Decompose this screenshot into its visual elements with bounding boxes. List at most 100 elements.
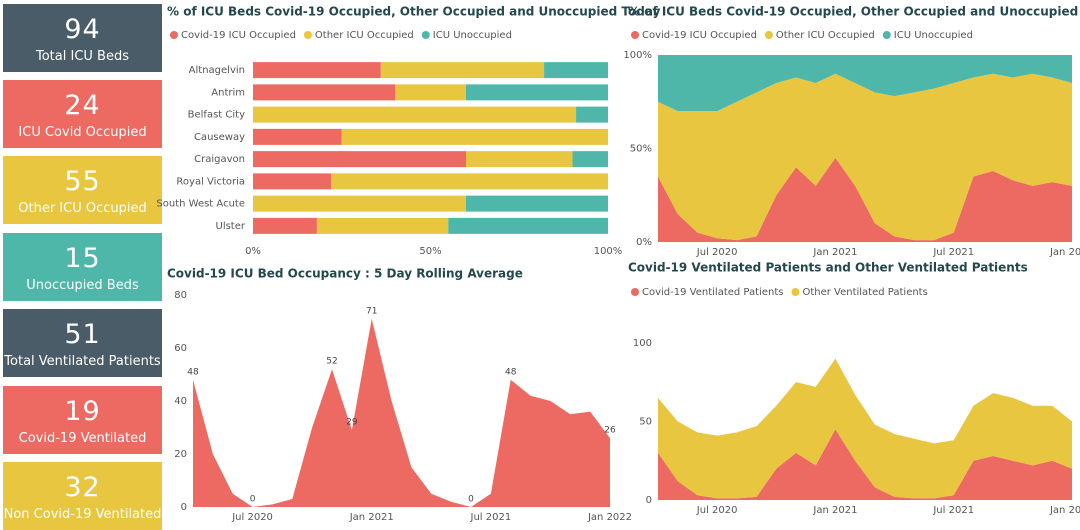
- area: [193, 318, 610, 507]
- kpi-card: 19 Covid-19 Ventilated: [3, 386, 162, 454]
- bar-segment: [466, 84, 608, 101]
- x-tick-label: 100%: [594, 246, 623, 257]
- bar-segment: [253, 62, 381, 79]
- legend-marker: [882, 31, 891, 39]
- x-tick-label: Jul 2021: [470, 512, 512, 523]
- legend-marker: [791, 288, 800, 296]
- x-tick-label: Jan 2022: [587, 512, 632, 523]
- x-tick-label: Jan 2021: [349, 512, 394, 523]
- chart-title: % of ICU Beds Covid-19 Occupied, Other O…: [167, 5, 661, 19]
- kpi-label: Total Ventilated Patients: [4, 354, 161, 369]
- kpi-card: 51 Total Ventilated Patients: [3, 309, 162, 377]
- y-tick-label: 0: [646, 495, 652, 506]
- y-tick-label: Ulster: [216, 221, 246, 232]
- data-label: 48: [505, 367, 517, 377]
- kpi-card: 32 Non Covid-19 Ventilated: [3, 462, 162, 530]
- legend-marker: [631, 288, 639, 296]
- area: [658, 73, 1072, 241]
- area: [658, 358, 1072, 499]
- y-tick-label: 60: [174, 343, 187, 354]
- kpi-label: Covid-19 Ventilated: [18, 431, 147, 446]
- y-tick-label: Belfast City: [188, 110, 245, 121]
- y-tick-label: 0%: [636, 237, 652, 248]
- chart-title: Covid-19 Ventilated Patients and Other V…: [628, 261, 1028, 275]
- bar-segment: [466, 195, 608, 212]
- kpi-value: 94: [64, 14, 101, 45]
- y-tick-label: Causeway: [194, 132, 245, 143]
- data-label: 52: [326, 357, 337, 367]
- y-tick-label: 20: [174, 449, 187, 460]
- kpi-value: 24: [64, 90, 101, 121]
- y-tick-label: 40: [174, 396, 187, 407]
- bar-segment: [466, 151, 573, 168]
- bar-segment: [316, 217, 449, 234]
- legend-label: Covid-19 ICU Occupied: [642, 30, 757, 41]
- y-tick-label: 0: [181, 502, 187, 513]
- chart-title: % of ICU Beds Covid-19 Occupied, Other O…: [628, 5, 1078, 19]
- chart-title: Covid-19 ICU Bed Occupancy : 5 Day Rolli…: [167, 267, 523, 281]
- bar-segment: [253, 173, 332, 190]
- bar-segment: [253, 128, 342, 145]
- kpi-value: 15: [64, 243, 101, 274]
- kpi-label: Total ICU Beds: [36, 49, 129, 64]
- legend-label: ICU Unoccupied: [433, 30, 512, 41]
- area: [658, 429, 1072, 500]
- bar-segment: [253, 195, 466, 212]
- bar-segment: [253, 217, 317, 234]
- data-label: 0: [250, 495, 256, 505]
- bar-segment: [544, 62, 608, 79]
- area: [658, 55, 1072, 112]
- y-tick-label: Altnagelvin: [189, 65, 245, 76]
- x-tick-label: Jan 2021: [812, 247, 857, 258]
- y-tick-label: South West Acute: [156, 199, 245, 210]
- bar-segment: [576, 106, 608, 123]
- x-tick-label: Jan 2022: [1049, 505, 1080, 516]
- kpi-value: 51: [64, 319, 101, 350]
- y-tick-label: 100%: [623, 50, 652, 61]
- legend-label: Other ICU Occupied: [776, 30, 875, 41]
- x-tick-label: Jul 2020: [696, 247, 738, 258]
- legend-marker: [421, 31, 430, 39]
- legend-marker: [303, 31, 312, 39]
- data-label: 29: [346, 418, 358, 428]
- area: [658, 157, 1072, 242]
- x-tick-label: 50%: [419, 246, 441, 257]
- kpi-card: 55 Other ICU Occupied: [3, 156, 162, 224]
- x-tick-label: Jul 2021: [932, 247, 974, 258]
- kpi-value: 19: [64, 396, 101, 427]
- bar-segment: [253, 106, 577, 123]
- kpi-value: 55: [64, 166, 101, 197]
- bar-segment: [448, 217, 608, 234]
- y-tick-label: 50%: [630, 144, 652, 155]
- x-tick-label: 0%: [245, 246, 261, 257]
- bar-segment: [341, 128, 608, 145]
- bar-segment: [572, 151, 608, 168]
- kpi-label: Unoccupied Beds: [26, 278, 139, 293]
- legend-marker: [631, 31, 639, 39]
- x-tick-label: Jul 2020: [231, 512, 273, 523]
- kpi-label: ICU Covid Occupied: [18, 125, 147, 140]
- bar-segment: [253, 84, 395, 101]
- kpi-card: 15 Unoccupied Beds: [3, 233, 162, 301]
- data-label: 26: [604, 426, 616, 436]
- legend-label: Covid-19 Ventilated Patients: [642, 287, 783, 298]
- y-tick-label: Antrim: [211, 87, 245, 98]
- kpi-card: 94 Total ICU Beds: [3, 4, 162, 72]
- kpi-value: 32: [64, 472, 101, 503]
- x-tick-label: Jul 2021: [932, 505, 974, 516]
- y-tick-label: 100: [633, 338, 652, 349]
- data-label: 0: [468, 495, 474, 505]
- kpi-label: Non Covid-19 Ventilated: [3, 507, 162, 522]
- legend-label: Other Ventilated Patients: [802, 287, 927, 298]
- y-tick-label: 50: [639, 416, 652, 427]
- legend-label: Other ICU Occupied: [315, 30, 414, 41]
- bar-segment: [380, 62, 545, 79]
- x-tick-label: Jan 2022: [1049, 247, 1080, 258]
- bar-segment: [395, 84, 466, 101]
- y-tick-label: Craigavon: [194, 154, 245, 165]
- legend-marker: [764, 31, 773, 39]
- x-tick-label: Jul 2020: [696, 505, 738, 516]
- x-tick-label: Jan 2021: [812, 505, 857, 516]
